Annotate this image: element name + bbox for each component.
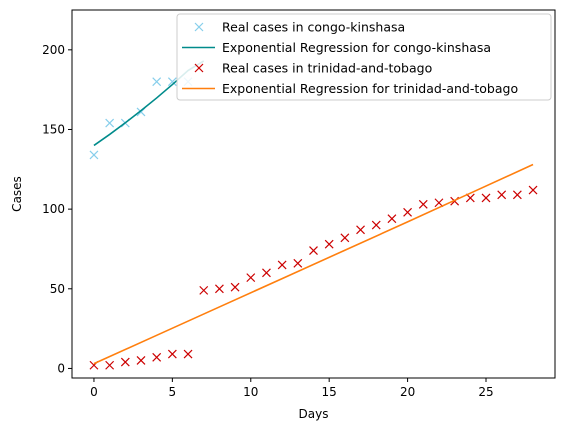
data-point	[262, 269, 270, 277]
data-point	[184, 350, 192, 358]
series-3-line	[94, 165, 533, 364]
y-tick-label: 150	[42, 122, 65, 136]
x-tick-label: 15	[322, 385, 337, 399]
y-axis: 0 50 100 150 200	[42, 43, 72, 376]
data-point	[106, 119, 114, 127]
legend-label: Exponential Regression for trinidad-and-…	[222, 81, 518, 96]
data-point	[325, 240, 333, 248]
data-point	[357, 226, 365, 234]
data-point	[137, 356, 145, 364]
legend-item: Real cases in trinidad-and-tobago	[195, 61, 432, 76]
data-point	[247, 274, 255, 282]
data-point	[419, 200, 427, 208]
data-point	[294, 259, 302, 267]
y-axis-label: Cases	[10, 176, 24, 212]
data-point	[168, 350, 176, 358]
legend-item: Exponential Regression for trinidad-and-…	[182, 81, 518, 96]
x-tick-label: 20	[400, 385, 415, 399]
data-point	[310, 247, 318, 255]
y-tick-label: 100	[42, 202, 65, 216]
data-point	[153, 353, 161, 361]
data-point	[200, 286, 208, 294]
data-point	[90, 151, 98, 159]
x-axis-label: Days	[299, 407, 329, 421]
y-tick-label: 0	[57, 361, 65, 375]
series-2-points	[90, 186, 537, 369]
data-point	[404, 208, 412, 216]
data-point	[278, 261, 286, 269]
data-point	[482, 194, 490, 202]
y-tick-label: 50	[50, 282, 65, 296]
data-point	[231, 283, 239, 291]
y-tick-label: 200	[42, 43, 65, 57]
x-tick-label: 5	[169, 385, 177, 399]
x-tick-label: 10	[243, 385, 258, 399]
data-point	[106, 361, 114, 369]
data-point	[513, 191, 521, 199]
x-axis: 0 5 10 15 20 25	[90, 378, 494, 399]
data-point	[341, 234, 349, 242]
data-point	[153, 78, 161, 86]
data-point	[529, 186, 537, 194]
data-point	[498, 191, 506, 199]
legend: Real cases in congo-kinshasa Exponential …	[177, 14, 551, 100]
legend-item: Exponential Regression for congo-kinshas…	[182, 40, 491, 55]
legend-label: Real cases in trinidad-and-tobago	[222, 61, 432, 76]
x-tick-label: 25	[478, 385, 493, 399]
data-point	[372, 221, 380, 229]
legend-item: Real cases in congo-kinshasa	[195, 20, 405, 35]
legend-label: Real cases in congo-kinshasa	[222, 20, 405, 35]
data-point	[215, 285, 223, 293]
data-point	[388, 215, 396, 223]
plot-marks	[90, 61, 537, 369]
x-tick-label: 0	[90, 385, 98, 399]
legend-label: Exponential Regression for congo-kinshas…	[222, 40, 491, 55]
data-point	[121, 358, 129, 366]
